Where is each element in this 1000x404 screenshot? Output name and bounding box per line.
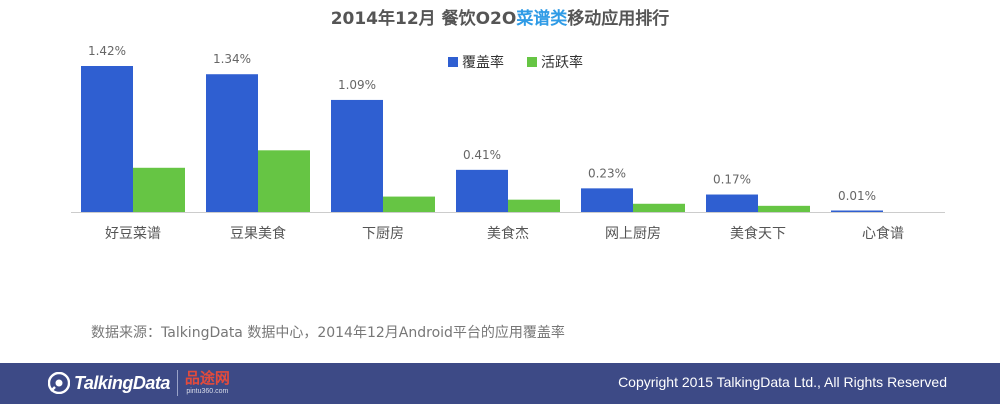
bar-activity — [133, 167, 185, 212]
legend-label: 覆盖率 — [462, 54, 504, 71]
bar-coverage — [831, 210, 883, 212]
footer-bar: TalkingData 品途网 pintu360.com Copyright 2… — [0, 363, 1000, 404]
bar-coverage — [331, 99, 383, 212]
category-label: 好豆菜谱 — [105, 226, 161, 242]
bar-coverage — [456, 169, 508, 212]
category-label: 网上厨房 — [605, 226, 661, 242]
legend-label: 活跃率 — [541, 54, 583, 71]
data-label: 1.34% — [213, 52, 251, 66]
bar-chart: 1.42% 好豆菜谱 1.34% 豆果美食 1.09% 下厨房 0.41% 美食杰 0.23% 网… — [71, 44, 945, 242]
source-note: 数据来源：TalkingData 数据中心，2014年12月Android平台的… — [91, 325, 565, 341]
data-label: 0.41% — [463, 148, 501, 162]
bar-coverage — [706, 194, 758, 212]
data-label: 0.23% — [588, 166, 626, 180]
bar-activity — [633, 203, 685, 212]
partner-name: 品途网 — [184, 369, 230, 387]
category-label: 下厨房 — [362, 226, 404, 242]
partner-logo: 品途网 pintu360.com — [184, 369, 230, 396]
category-label: 心食谱 — [862, 225, 904, 242]
legend-swatch — [527, 57, 537, 67]
data-label: 1.09% — [338, 78, 376, 92]
bar-activity — [508, 199, 560, 212]
legend-swatch — [448, 57, 458, 67]
title-highlight: 菜谱类 — [516, 9, 568, 29]
data-label: 1.42% — [88, 44, 126, 58]
bar-activity — [258, 150, 310, 212]
logo-divider — [176, 370, 178, 396]
bar-coverage — [81, 66, 133, 212]
talkingdata-logo: TalkingData 品途网 pintu360.com — [47, 369, 230, 396]
copyright-text: Copyright 2015 TalkingData Ltd., All Rig… — [618, 374, 947, 390]
title-suffix: 移动应用排行 — [567, 9, 670, 29]
category-label: 豆果美食 — [230, 225, 286, 242]
logo-text: TalkingData — [74, 372, 170, 393]
category-label: 美食杰 — [487, 225, 529, 242]
partner-url: pintu360.com — [186, 388, 229, 395]
data-label: 0.01% — [838, 189, 876, 203]
data-label: 0.17% — [713, 173, 751, 187]
bar-coverage — [581, 188, 633, 212]
bar-activity — [758, 205, 810, 212]
talkingdata-mark-icon — [47, 371, 71, 395]
bar-activity — [383, 196, 435, 212]
title-prefix: 2014年12月 餐饮O2O — [330, 9, 517, 29]
chart-title: 2014年12月 餐饮O2O菜谱类移动应用排行 — [0, 4, 1000, 29]
category-label: 美食天下 — [730, 225, 786, 242]
bar-coverage — [206, 74, 258, 213]
